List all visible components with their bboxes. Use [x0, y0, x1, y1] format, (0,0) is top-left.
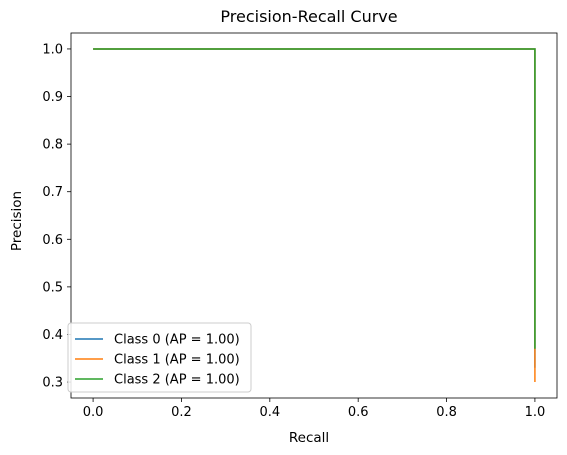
series-line-class-0	[93, 48, 536, 368]
x-axis-label: Recall	[289, 430, 329, 446]
y-tick-label: 0.5	[42, 280, 63, 295]
y-tick-label: 1.0	[42, 42, 63, 57]
x-tick-label: 0.4	[259, 405, 280, 420]
y-tick-label: 0.9	[42, 90, 63, 105]
axes-frame	[70, 32, 558, 399]
x-tick-label: 0.8	[436, 405, 457, 420]
series-line-class-2	[93, 48, 536, 349]
x-tick-label: 0.2	[171, 405, 192, 420]
plot-area	[93, 48, 536, 383]
legend-box	[67, 322, 252, 393]
x-tick-label: 0.6	[348, 405, 369, 420]
y-tick-label: 0.4	[42, 328, 63, 343]
y-tick-label: 0.7	[42, 185, 63, 200]
legend-label-class-2: Class 2 (AP = 1.00)	[114, 373, 240, 388]
legend: Class 0 (AP = 1.00) Class 1 (AP = 1.00) Cl…	[67, 322, 252, 393]
y-tick-label: 0.6	[42, 233, 63, 248]
x-tick-label: 0.0	[83, 405, 104, 420]
y-tick-label: 0.3	[42, 376, 63, 391]
legend-label-class-0: Class 0 (AP = 1.00)	[114, 333, 240, 348]
x-tick-label: 1.0	[525, 405, 546, 420]
legend-label-class-1: Class 1 (AP = 1.00)	[114, 353, 240, 368]
axes: 0.0 0.2 0.4 0.6 0.8 1.0 0.3 0.4 0.5 0.6 0.7 0.8 0.9 1…	[42, 32, 558, 420]
y-axis-label: Precision	[9, 191, 25, 251]
y-tick-label: 0.8	[42, 138, 63, 153]
chart-title: Precision-Recall Curve	[220, 7, 397, 26]
